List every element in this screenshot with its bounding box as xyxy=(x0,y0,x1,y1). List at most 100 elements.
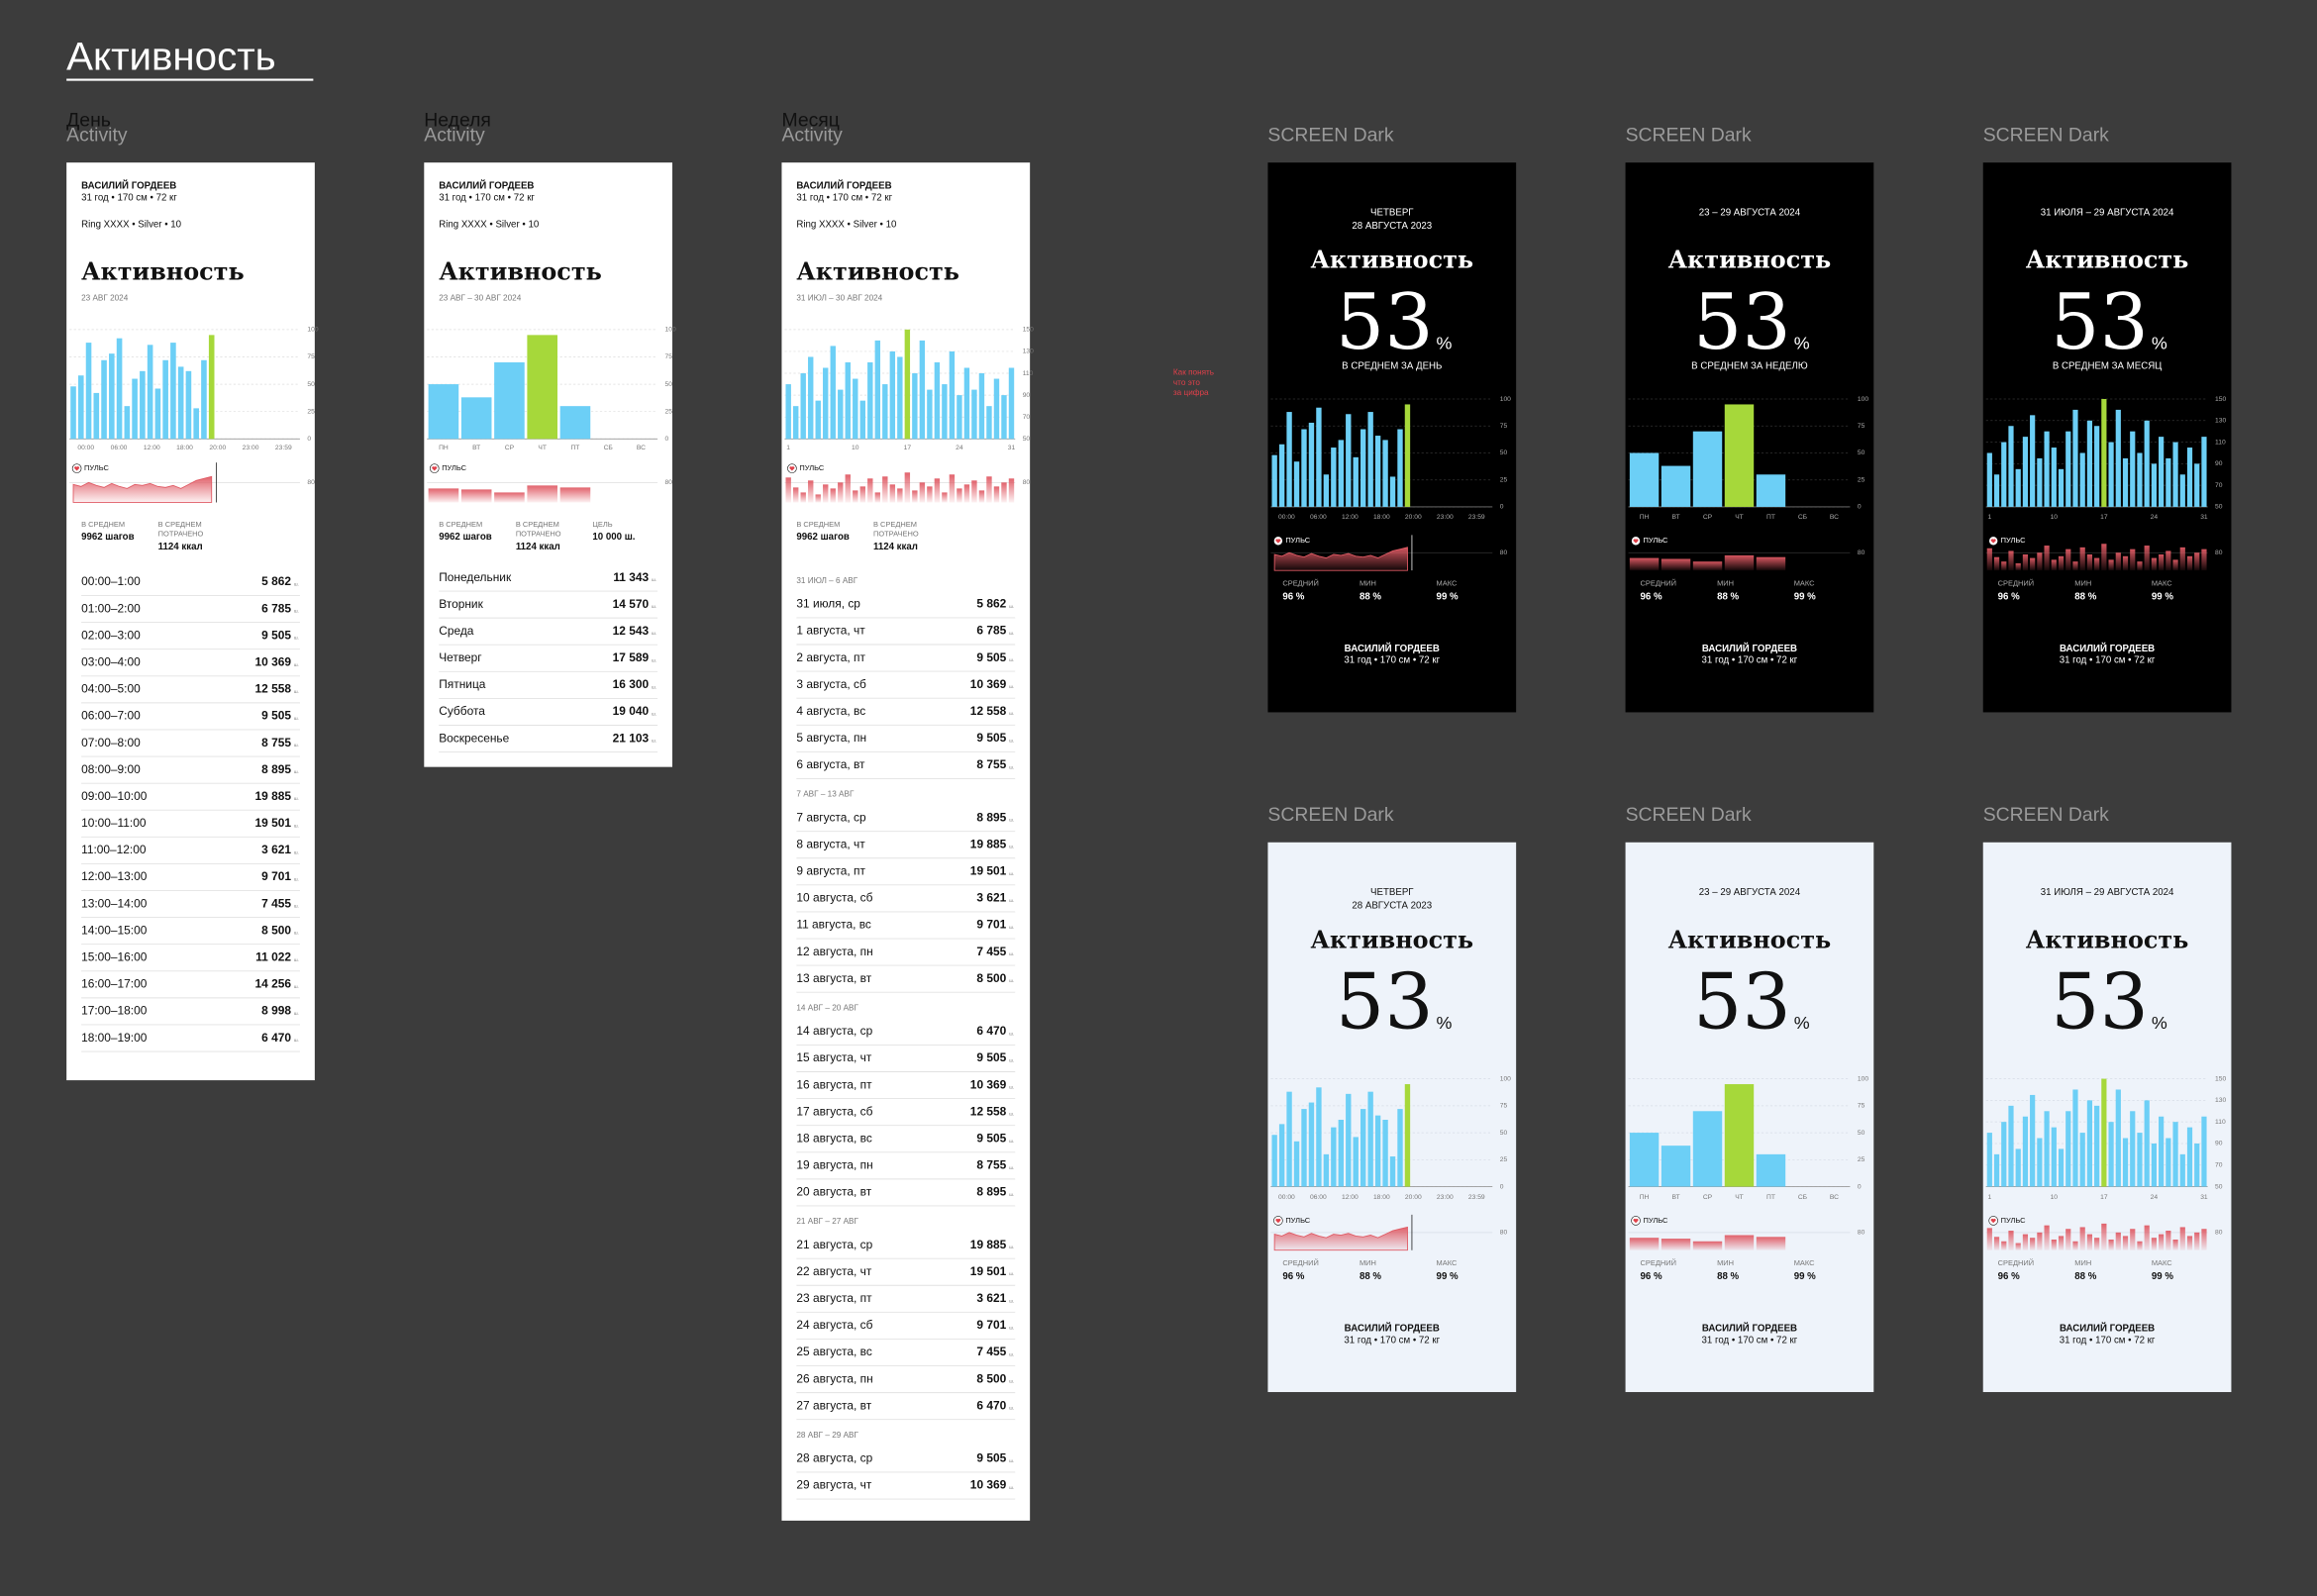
pulse-bar xyxy=(2179,1227,2185,1250)
pulse-stat-value: 96 % xyxy=(1998,592,2020,603)
row-unit: ш. xyxy=(1009,1325,1014,1330)
row-value: 9 505 xyxy=(976,1131,1006,1145)
row-value: 9 701 xyxy=(261,869,291,883)
bar xyxy=(1756,474,1786,507)
bar xyxy=(116,338,123,440)
row-value: 9 505 xyxy=(261,709,291,723)
bar xyxy=(460,397,492,440)
bar xyxy=(2166,457,2171,507)
pulse-bar xyxy=(2137,1241,2143,1250)
date-range: 23 – 29 АВГУСТА 2024 xyxy=(1699,207,1801,218)
bar xyxy=(1316,407,1322,507)
pulse-stat-value: 88 % xyxy=(1717,1271,1739,1282)
row-label: Понедельник xyxy=(439,570,512,584)
bar xyxy=(2051,1127,2057,1187)
y-tick-label: 100 xyxy=(1858,1075,1868,1082)
pulse-bar xyxy=(2194,1232,2200,1250)
score-unit: % xyxy=(2152,334,2167,353)
bar xyxy=(2051,448,2057,507)
row-label: 08:00–9:00 xyxy=(81,762,141,776)
x-tick-label: 1 xyxy=(1987,1194,1991,1201)
bar xyxy=(1338,440,1344,507)
bar xyxy=(1993,1153,2000,1187)
row-label: 01:00–2:00 xyxy=(81,601,141,615)
x-tick-label: ПН xyxy=(1640,514,1650,521)
row-label: 28 августа, ср xyxy=(796,1451,872,1465)
bar xyxy=(1661,1146,1691,1187)
profile-stats: 31 год • 170 см • 72 кг xyxy=(1344,655,1440,666)
pulse-bar xyxy=(823,484,829,503)
pulse-bar xyxy=(2201,549,2207,571)
date-range: 31 ИЮЛЯ – 29 АВГУСТА 2024 xyxy=(2041,887,2174,898)
bar xyxy=(1404,1084,1411,1187)
bar xyxy=(1001,395,1007,440)
row-unit: ш. xyxy=(1009,684,1014,689)
pulse-bar xyxy=(2015,1243,2021,1250)
x-tick-label: СР xyxy=(505,445,515,451)
bar xyxy=(934,361,941,440)
bar xyxy=(1367,412,1373,507)
x-tick-label: ВТ xyxy=(1671,1194,1679,1201)
pulse-bar xyxy=(1661,558,1691,571)
x-tick-label: ВТ xyxy=(472,445,480,451)
bar xyxy=(2037,1138,2043,1187)
row-value: 10 369 xyxy=(970,1077,1007,1091)
y-tick-label: 90 xyxy=(2215,460,2223,467)
y-tick-label: 25 xyxy=(1858,476,1865,483)
profile-name: ВАСИЛИЙ ГОРДЕЕВ xyxy=(81,180,176,192)
bar xyxy=(2079,1133,2085,1187)
bar xyxy=(2065,1111,2071,1187)
summary-label: В СРЕДНЕМ xyxy=(796,520,840,529)
pulse-bar xyxy=(2044,546,2050,571)
row-label: 10:00–11:00 xyxy=(81,816,147,830)
y-tick-label: 50 xyxy=(1858,1130,1865,1137)
bar xyxy=(1756,1153,1786,1187)
bar xyxy=(2115,409,2121,507)
screen-heading: Активность xyxy=(1668,926,1832,953)
row-unit: ш. xyxy=(294,849,299,854)
screen-frame xyxy=(66,162,315,1081)
row-label: Среда xyxy=(439,624,474,638)
y-tick-label: 75 xyxy=(1500,423,1508,430)
x-tick-label: ВС xyxy=(1830,514,1839,521)
row-value: 7 455 xyxy=(976,1345,1006,1358)
row-unit: ш. xyxy=(1009,871,1014,876)
y-tick-label: 130 xyxy=(1023,349,1034,355)
summary-label: ПОТРАЧЕНО xyxy=(158,530,204,539)
row-value: 11 343 xyxy=(613,570,649,584)
row-label: 17:00–18:00 xyxy=(81,1004,148,1018)
score-value: 53 xyxy=(2051,278,2149,367)
row-label: 00:00–1:00 xyxy=(81,574,141,588)
pulse-bar xyxy=(2051,559,2057,571)
bar xyxy=(2072,409,2078,507)
score-caption: В СРЕДНЕМ ЗА МЕСЯЦ xyxy=(2053,361,2163,372)
pulse-bar xyxy=(2159,1234,2165,1250)
bar xyxy=(1346,1093,1352,1187)
pulse-tick-label: 80 xyxy=(2215,549,2223,556)
row-value: 6 785 xyxy=(261,601,291,615)
profile-stats: 31 год • 170 см • 72 кг xyxy=(439,193,535,204)
bar xyxy=(874,340,881,440)
bar xyxy=(2008,1105,2014,1187)
pulse-bar xyxy=(2137,561,2143,571)
design-note: Как понять xyxy=(1173,367,1214,376)
row-label: 24 августа, сб xyxy=(796,1318,872,1332)
x-tick-label: СБ xyxy=(604,445,614,451)
row-label: Вторник xyxy=(439,597,483,611)
x-tick-label: 20:00 xyxy=(1405,514,1422,521)
bar xyxy=(1692,1111,1723,1187)
row-label: 13 августа, вт xyxy=(796,971,871,985)
bar xyxy=(208,335,215,440)
row-value: 3 621 xyxy=(261,843,291,856)
pulse-stat-value: 96 % xyxy=(1641,1271,1662,1282)
pulse-stat-value: 96 % xyxy=(1282,1271,1304,1282)
bar xyxy=(859,400,865,440)
y-tick-label: 100 xyxy=(1858,396,1868,403)
x-tick-label: СБ xyxy=(1798,514,1808,521)
x-tick-label: ВС xyxy=(1830,1194,1839,1201)
bar xyxy=(2179,474,2185,507)
x-tick-label: 24 xyxy=(2151,1194,2159,1201)
pulse-bar xyxy=(882,476,888,503)
y-tick-label: 25 xyxy=(1500,1156,1508,1163)
row-label: 4 августа, вс xyxy=(796,704,865,718)
